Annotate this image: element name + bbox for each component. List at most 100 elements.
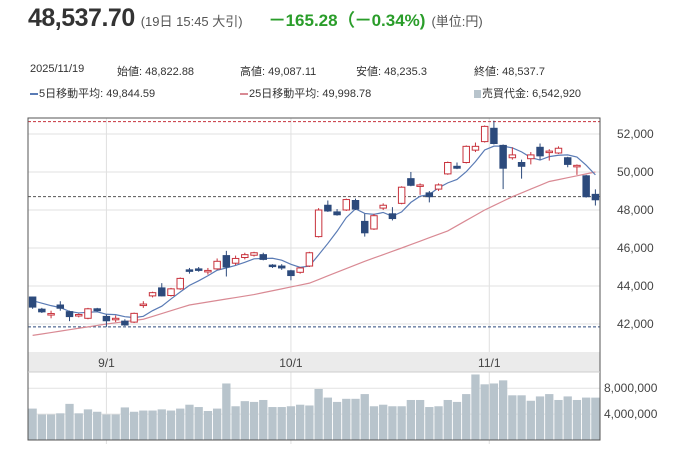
volume-legend-swatch (474, 90, 481, 99)
candle-up (167, 288, 175, 297)
volume-bar (166, 410, 176, 440)
volume-bar (65, 403, 74, 440)
volume-bar (296, 404, 305, 440)
candle-down (158, 287, 166, 297)
volume-bar (277, 407, 286, 440)
volume-bar (259, 399, 268, 440)
candle-up (416, 184, 424, 187)
volume-bar (83, 409, 93, 440)
candle-down (351, 200, 360, 210)
candle-down (65, 311, 74, 318)
candle-down (259, 254, 267, 260)
volume-bar (231, 406, 240, 440)
volume-tick-label: 4,000,000 (604, 407, 658, 421)
volume-bar (342, 398, 351, 440)
candle-up (545, 150, 553, 154)
volume-bar (93, 411, 102, 440)
volume-bar (249, 401, 259, 440)
volume-bar (323, 397, 332, 440)
volume-bar (212, 408, 222, 440)
volume-bar (591, 397, 600, 440)
candle-down (425, 192, 434, 198)
volume-bar (535, 396, 545, 440)
volume-bar (517, 395, 526, 440)
volume-bar (572, 399, 582, 440)
price-header: 48,537.70 (19日 15:45 大引) －165.28（－0.34%)… (28, 4, 483, 33)
info-open: 始値: 48,822.88 (117, 66, 195, 78)
ma5-legend-swatch (30, 93, 38, 96)
current-price: 48,537.70 (28, 4, 135, 32)
candle-down (517, 162, 526, 167)
price-change: －165.28（－0.34%) (268, 11, 426, 30)
volume-bar (406, 399, 416, 440)
info-volume: 売買代金: 6,542,920 (482, 88, 582, 100)
volume-bar (56, 413, 65, 440)
candle-up (231, 257, 240, 264)
candle-down (185, 269, 194, 272)
candle-up (213, 260, 221, 270)
volume-tick-label: 8,000,000 (604, 381, 658, 395)
volume-bar (268, 407, 277, 440)
candle-up (379, 204, 387, 209)
volume-bar (314, 388, 323, 440)
volume-bar (74, 413, 83, 440)
volume-bar (379, 404, 388, 440)
volume-bar (222, 383, 231, 440)
candle-down (536, 146, 544, 157)
volume-bar (471, 374, 480, 440)
volume-bar (462, 394, 471, 440)
candle-down (28, 296, 37, 308)
info-close: 終値: 48,537.7 (474, 66, 545, 78)
volume-bar (360, 394, 369, 440)
candle-down (490, 127, 498, 145)
info-ma5: 5日移動平均: 49,844.59 (39, 88, 156, 100)
price-tick-label: 44,000 (617, 279, 654, 293)
candle-up (139, 303, 148, 307)
price-tick-label: 52,000 (617, 127, 654, 141)
candle-down (499, 144, 507, 169)
candle-up (241, 254, 249, 258)
candle-down (277, 265, 286, 269)
volume-bar (452, 401, 462, 440)
volume-bar (286, 406, 296, 440)
chart-frame (27, 117, 601, 441)
volume-bar (434, 406, 443, 440)
volume-bar (443, 399, 452, 440)
info-ma25: 25日移動平均: 49,998.78 (249, 88, 372, 100)
volume-bar (185, 404, 194, 440)
volume-bar (102, 414, 111, 440)
info-high: 高値: 49,087.11 (240, 66, 317, 78)
candle-up (250, 252, 258, 256)
date-label: 10/1 (279, 356, 303, 370)
volume-bar (194, 407, 203, 440)
candle-up (370, 215, 378, 230)
volume-bar (139, 410, 148, 440)
volume-bar (37, 414, 46, 440)
candle-down (324, 204, 332, 212)
price-tick-label: 42,000 (617, 317, 654, 331)
ma25-legend-swatch (240, 93, 248, 96)
volume-bar (397, 406, 406, 440)
price-tick-label: 48,000 (617, 203, 654, 217)
volume-bar (415, 399, 425, 440)
unit-label: (単位:円) (431, 14, 483, 29)
candle-down (582, 175, 590, 198)
volume-bar (351, 398, 360, 440)
candle-down (407, 178, 415, 186)
volume-bar (148, 410, 157, 440)
volume-bar (120, 407, 130, 440)
volume-bar (129, 411, 139, 440)
candle-up (342, 199, 351, 211)
candle-up (444, 162, 452, 175)
candle-up (554, 147, 563, 154)
volume-bar (554, 399, 563, 440)
volume-bar (388, 406, 397, 440)
candle-down (453, 165, 461, 169)
candle-up (527, 154, 535, 160)
candle-up (508, 154, 517, 159)
volume-bar (305, 405, 314, 440)
volume-bar (203, 410, 213, 440)
candle-down (38, 308, 46, 313)
candle-down (333, 211, 341, 216)
